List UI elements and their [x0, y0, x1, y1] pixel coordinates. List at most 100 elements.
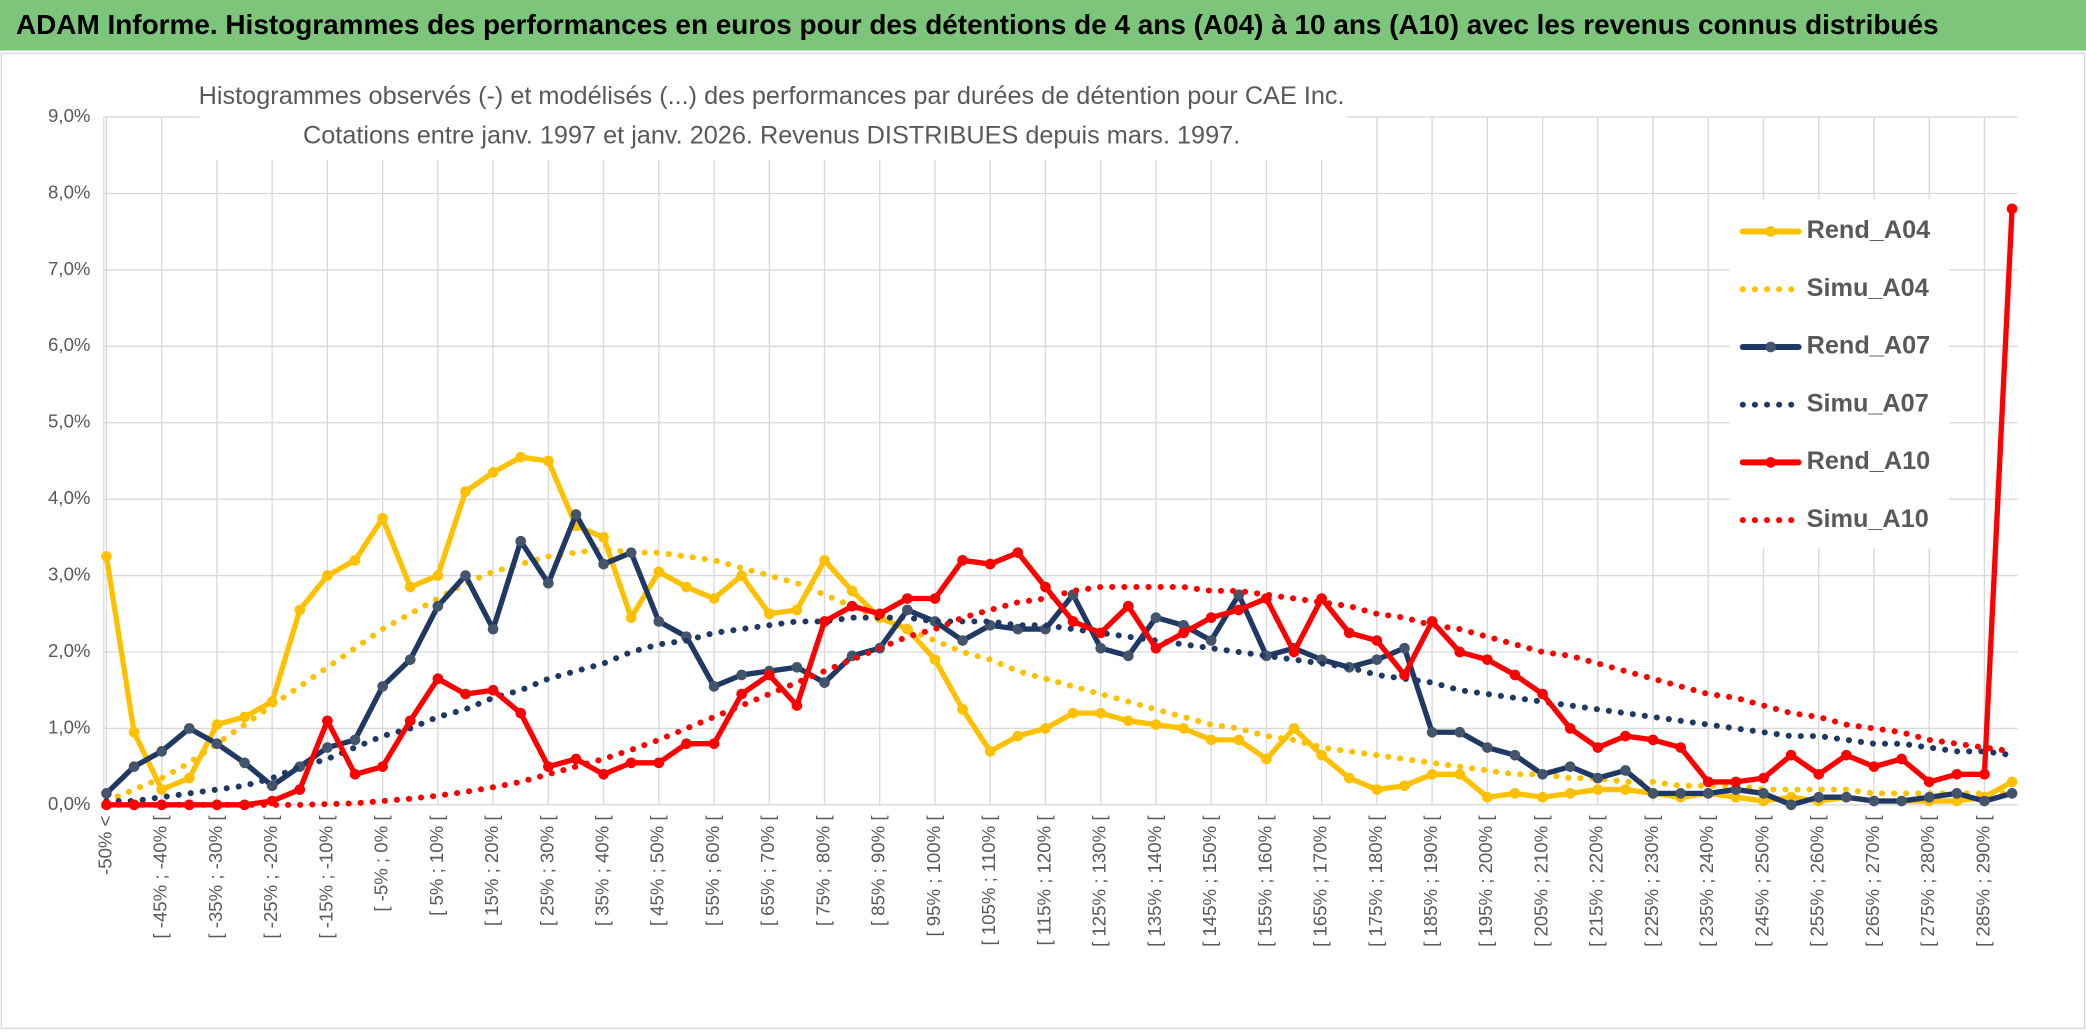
chart-subtitle: Histogrammes observés (-) et modélisés (…: [199, 82, 1345, 110]
series-marker: [1040, 581, 1051, 593]
x-tick-label: [ 35% ; 40% [: [591, 815, 612, 927]
series-marker: [239, 799, 250, 811]
series-marker: [377, 512, 388, 524]
series-marker: [1261, 753, 1272, 765]
legend-marker: [1765, 341, 1777, 353]
series-marker: [681, 581, 692, 593]
legend-label: Rend_A07: [1807, 332, 1931, 360]
series-marker: [1951, 795, 1963, 807]
series-marker: [460, 688, 471, 700]
x-tick-label: [ -5% ; 0% [: [371, 815, 392, 912]
series-marker: [1537, 791, 1548, 803]
series-line: [103, 614, 2016, 805]
series-marker: [1730, 784, 1742, 795]
series-marker: [1205, 612, 1217, 623]
series-marker: [902, 593, 913, 604]
series-marker: [1426, 726, 1438, 738]
series-marker: [1979, 795, 1990, 807]
chart-subtitle: Cotations entre janv. 1997 et janv. 2026…: [303, 122, 1240, 150]
series-marker: [460, 570, 471, 581]
series-marker: [1371, 654, 1383, 665]
x-tick-label: [ 45% ; 50% [: [647, 815, 668, 927]
series-marker: [211, 719, 223, 730]
series-line: [103, 584, 2016, 808]
x-tick-label: [ 215% ; 220% [: [1586, 815, 1607, 947]
x-tick-label: [ 185% ; 190% [: [1420, 815, 1441, 947]
series-marker: [1758, 788, 1769, 799]
series-marker: [791, 661, 803, 673]
series-marker: [239, 757, 250, 769]
legend-label: Rend_A04: [1807, 216, 1931, 244]
series-marker: [1454, 646, 1466, 658]
x-tick-label: [ 195% ; 200% [: [1475, 815, 1496, 947]
series-marker: [1537, 768, 1548, 780]
series-marker: [1702, 788, 1714, 799]
series-marker: [1233, 589, 1245, 601]
series-marker: [1454, 768, 1466, 780]
series-marker: [681, 738, 692, 750]
series-marker: [1205, 734, 1217, 746]
series-marker: [1896, 795, 1907, 807]
y-tick-label: 9,0%: [48, 105, 90, 126]
x-tick-label: [ 95% ; 100% [: [923, 815, 944, 937]
series-marker: [1012, 730, 1024, 742]
series-marker: [1095, 707, 1107, 719]
series-marker: [1399, 669, 1410, 681]
x-tick-label: [ 245% ; 250% [: [1751, 815, 1772, 947]
y-tick-label: 1,0%: [48, 716, 90, 737]
series-marker: [625, 547, 637, 558]
x-tick-label: [ -15% ; -10% [: [315, 815, 336, 939]
series-marker: [570, 753, 582, 765]
series-marker: [1647, 734, 1659, 746]
series-marker: [183, 723, 195, 734]
series-marker: [1122, 715, 1134, 727]
series-marker: [1343, 772, 1355, 784]
series-marker: [1067, 616, 1079, 627]
series-marker: [819, 554, 830, 566]
y-tick-label: 8,0%: [48, 181, 90, 202]
series-marker: [708, 593, 720, 604]
series-marker: [1178, 627, 1189, 639]
y-tick-label: 5,0%: [48, 411, 90, 432]
y-tick-label: 4,0%: [48, 487, 90, 508]
header-bar: [0, 0, 2086, 51]
series-marker: [432, 570, 444, 581]
series-marker: [1509, 669, 1521, 681]
series-marker: [377, 681, 388, 692]
series-marker: [1178, 619, 1189, 631]
series-marker: [294, 604, 306, 616]
series-marker: [266, 780, 278, 792]
series-marker: [625, 757, 637, 769]
series-marker: [404, 581, 416, 593]
series-marker: [1509, 749, 1521, 761]
y-tick-label: 0,0%: [48, 793, 90, 814]
series-marker: [1785, 791, 1797, 803]
series-marker: [570, 509, 582, 520]
series-marker: [1482, 742, 1493, 753]
series-marker: [1343, 627, 1355, 639]
legend-label: Simu_A10: [1807, 505, 1929, 533]
x-tick-label: [ 85% ; 90% [: [868, 815, 889, 927]
series-marker: [543, 455, 554, 467]
series-marker: [1758, 795, 1769, 807]
series-marker: [156, 799, 168, 811]
series-marker: [708, 681, 720, 692]
series-marker: [846, 600, 858, 612]
series-marker: [1095, 642, 1107, 654]
series-marker: [322, 742, 333, 753]
series-line: [103, 206, 2015, 808]
y-tick-label: 7,0%: [48, 258, 90, 279]
subtitle-box: [199, 74, 1347, 160]
series-marker: [128, 726, 140, 738]
series-marker: [349, 768, 361, 780]
series-marker: [487, 623, 499, 635]
series-marker: [763, 608, 775, 620]
x-tick-label: [ 255% ; 260% [: [1807, 815, 1828, 947]
series-marker: [404, 654, 416, 665]
x-tick-label: [ 15% ; 20% [: [481, 815, 502, 927]
series-marker: [1537, 688, 1548, 700]
series-marker: [1620, 784, 1631, 795]
series-marker: [1233, 604, 1245, 616]
